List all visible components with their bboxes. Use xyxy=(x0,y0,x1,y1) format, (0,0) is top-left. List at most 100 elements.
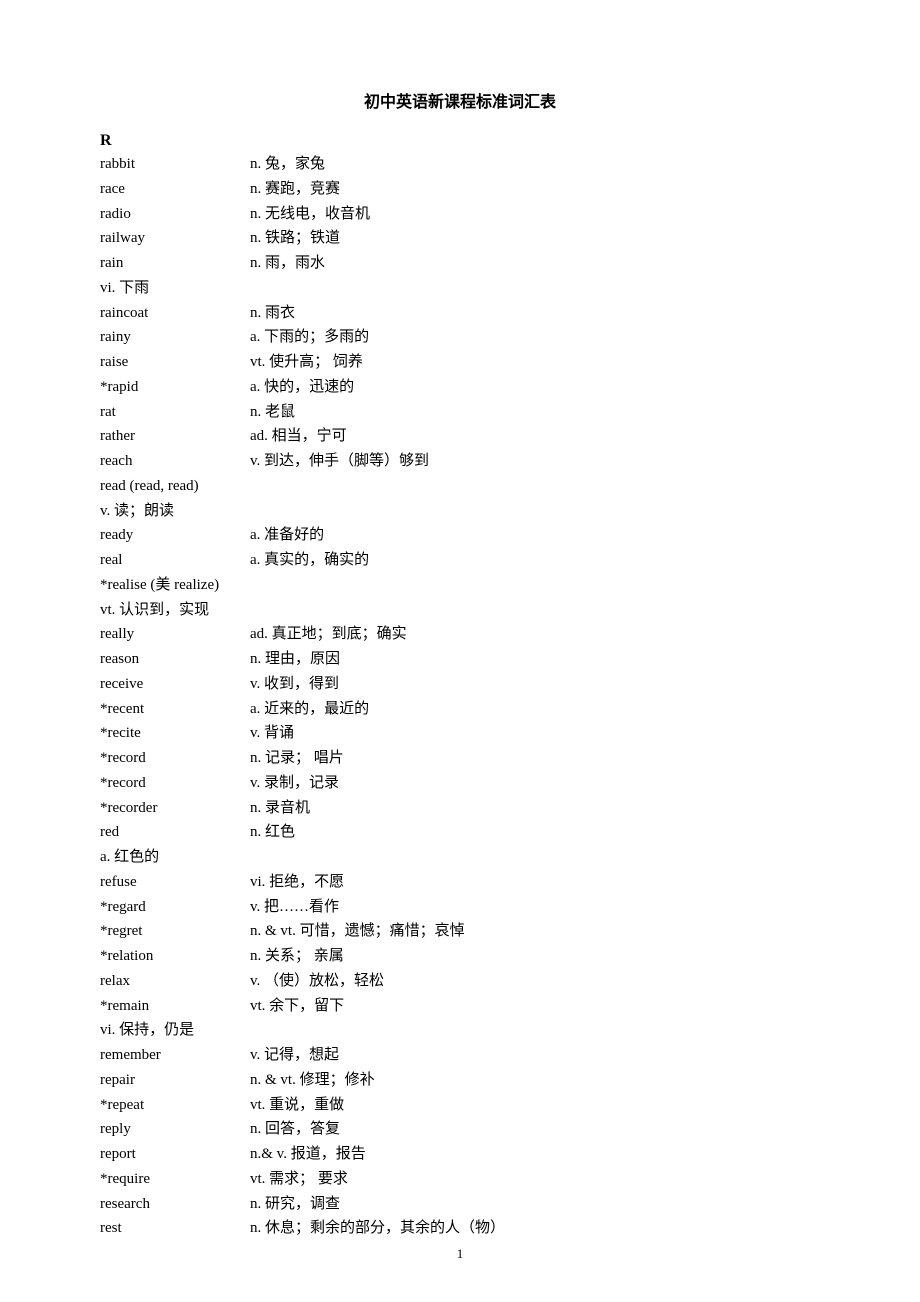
vocab-word: railway xyxy=(100,226,250,251)
vocab-continuation: vi. 下雨 xyxy=(100,276,820,301)
vocab-word: *recorder xyxy=(100,796,250,821)
vocab-definition: vi. 拒绝，不愿 xyxy=(250,870,820,895)
vocab-definition: n. 赛跑，竞赛 xyxy=(250,177,820,202)
vocab-word: really xyxy=(100,622,250,647)
vocab-word: *regret xyxy=(100,919,250,944)
vocab-word: reach xyxy=(100,449,250,474)
vocab-continuation: vi. 保持，仍是 xyxy=(100,1018,820,1043)
vocab-word: raise xyxy=(100,350,250,375)
vocab-word-line: read (read, read) xyxy=(100,474,820,499)
vocab-word: relax xyxy=(100,969,250,994)
vocab-definition: v. 把……看作 xyxy=(250,895,820,920)
vocab-word: ready xyxy=(100,523,250,548)
vocab-entry: rain n. 雨，雨水 xyxy=(100,251,820,276)
vocab-definition: n. 铁路；铁道 xyxy=(250,226,820,251)
vocab-definition: a. 快的，迅速的 xyxy=(250,375,820,400)
document-title: 初中英语新课程标准词汇表 xyxy=(100,88,820,112)
vocab-entry: *recorder n. 录音机 xyxy=(100,796,820,821)
vocab-word: radio xyxy=(100,202,250,227)
vocab-definition: ad. 相当，宁可 xyxy=(250,424,820,449)
vocab-definition: v. 收到，得到 xyxy=(250,672,820,697)
vocabulary-list: rabbitn. 兔，家兔race n. 赛跑，竞赛radio n. 无线电，收… xyxy=(100,152,820,1241)
vocab-word: *regard xyxy=(100,895,250,920)
vocab-word: *repeat xyxy=(100,1093,250,1118)
vocab-entry: *repeat vt. 重说，重做 xyxy=(100,1093,820,1118)
vocab-entry: radio n. 无线电，收音机 xyxy=(100,202,820,227)
vocab-word: *relation xyxy=(100,944,250,969)
page-number: 1 xyxy=(0,1246,920,1262)
vocab-word: *remain xyxy=(100,994,250,1019)
vocab-word: red xyxy=(100,820,250,845)
vocab-entry: reply n. 回答，答复 xyxy=(100,1117,820,1142)
vocab-entry: *recite v. 背诵 xyxy=(100,721,820,746)
vocab-entry: rat n. 老鼠 xyxy=(100,400,820,425)
vocab-definition: n. & vt. 修理；修补 xyxy=(250,1068,820,1093)
vocab-definition: ad. 真正地；到底；确实 xyxy=(250,622,820,647)
vocab-entry: report n.& v. 报道，报告 xyxy=(100,1142,820,1167)
vocab-entry: ready a. 准备好的 xyxy=(100,523,820,548)
vocab-entry: rest n. 休息；剩余的部分，其余的人（物） xyxy=(100,1216,820,1241)
vocab-word: race xyxy=(100,177,250,202)
vocab-word: rather xyxy=(100,424,250,449)
vocab-definition: a. 下雨的；多雨的 xyxy=(250,325,820,350)
vocab-entry: *record v. 录制，记录 xyxy=(100,771,820,796)
vocab-definition: a. 真实的，确实的 xyxy=(250,548,820,573)
vocab-definition: vt. 余下，留下 xyxy=(250,994,820,1019)
vocab-word: research xyxy=(100,1192,250,1217)
vocab-entry: *regret n. & vt. 可惜，遗憾；痛惜；哀悼 xyxy=(100,919,820,944)
vocab-entry: railway n. 铁路；铁道 xyxy=(100,226,820,251)
vocab-definition: vt. 重说，重做 xyxy=(250,1093,820,1118)
vocab-definition: a. 近来的，最近的 xyxy=(250,697,820,722)
vocab-entry: rabbitn. 兔，家兔 xyxy=(100,152,820,177)
vocab-entry: remember v. 记得，想起 xyxy=(100,1043,820,1068)
vocab-entry: relax v. （使）放松，轻松 xyxy=(100,969,820,994)
vocab-entry: really ad. 真正地；到底；确实 xyxy=(100,622,820,647)
vocab-entry: race n. 赛跑，竞赛 xyxy=(100,177,820,202)
vocab-word: *rapid xyxy=(100,375,250,400)
vocab-word: receive xyxy=(100,672,250,697)
vocab-entry: reach v. 到达，伸手（脚等）够到 xyxy=(100,449,820,474)
vocab-definition: n. 无线电，收音机 xyxy=(250,202,820,227)
vocab-word: *recite xyxy=(100,721,250,746)
vocab-definition: n. 兔，家兔 xyxy=(250,152,820,177)
vocab-definition: v. （使）放松，轻松 xyxy=(250,969,820,994)
vocab-entry: *require vt. 需求； 要求 xyxy=(100,1167,820,1192)
vocab-entry: raincoat n. 雨衣 xyxy=(100,301,820,326)
vocab-word: reply xyxy=(100,1117,250,1142)
vocab-continuation: vt. 认识到，实现 xyxy=(100,598,820,623)
vocab-word: rainy xyxy=(100,325,250,350)
vocab-entry: real a. 真实的，确实的 xyxy=(100,548,820,573)
vocab-definition: n. 红色 xyxy=(250,820,820,845)
vocab-definition: n. 雨，雨水 xyxy=(250,251,820,276)
vocab-definition: n. 回答，答复 xyxy=(250,1117,820,1142)
vocab-word: *record xyxy=(100,771,250,796)
vocab-continuation: a. 红色的 xyxy=(100,845,820,870)
vocab-word: rest xyxy=(100,1216,250,1241)
vocab-entry: repair n. & vt. 修理；修补 xyxy=(100,1068,820,1093)
vocab-entry: *relation n. 关系； 亲属 xyxy=(100,944,820,969)
vocab-word: rain xyxy=(100,251,250,276)
vocab-definition: vt. 需求； 要求 xyxy=(250,1167,820,1192)
section-letter: R xyxy=(100,132,820,150)
vocab-entry: *regard v. 把……看作 xyxy=(100,895,820,920)
vocab-word-line: *realise (美 realize) xyxy=(100,573,820,598)
vocab-word: *record xyxy=(100,746,250,771)
vocab-entry: reason n. 理由，原因 xyxy=(100,647,820,672)
vocab-entry: rather ad. 相当，宁可 xyxy=(100,424,820,449)
vocab-continuation: v. 读；朗读 xyxy=(100,499,820,524)
vocab-definition: vt. 使升高； 饲养 xyxy=(250,350,820,375)
vocab-word: rat xyxy=(100,400,250,425)
vocab-definition: v. 背诵 xyxy=(250,721,820,746)
vocab-entry: *recent a. 近来的，最近的 xyxy=(100,697,820,722)
vocab-definition: n. 休息；剩余的部分，其余的人（物） xyxy=(250,1216,820,1241)
vocab-definition: v. 录制，记录 xyxy=(250,771,820,796)
vocab-word: real xyxy=(100,548,250,573)
vocab-definition: n.& v. 报道，报告 xyxy=(250,1142,820,1167)
vocab-word: rabbit xyxy=(100,152,250,177)
vocab-entry: refuse vi. 拒绝，不愿 xyxy=(100,870,820,895)
vocab-definition: v. 记得，想起 xyxy=(250,1043,820,1068)
vocab-entry: research n. 研究，调查 xyxy=(100,1192,820,1217)
vocab-word: *recent xyxy=(100,697,250,722)
vocab-word: remember xyxy=(100,1043,250,1068)
vocab-word: raincoat xyxy=(100,301,250,326)
